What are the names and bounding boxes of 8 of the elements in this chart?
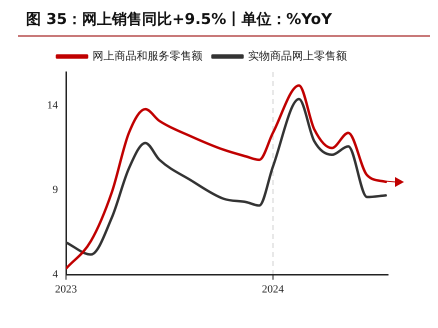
legend-label: 实物商品网上零售额 [248,48,347,62]
x-tick-label: 2024 [262,282,284,295]
y-tick-label: 4 [52,268,58,280]
chart-title: 图 35：网上销售同比+9.5%丨单位：%YoY [25,9,333,30]
x-tick-label: 2023 [55,282,78,295]
y-tick-label: 9 [52,184,58,196]
y-tick-label: 14 [47,99,58,112]
legend-label: 网上商品和服务零售额 [92,48,202,62]
